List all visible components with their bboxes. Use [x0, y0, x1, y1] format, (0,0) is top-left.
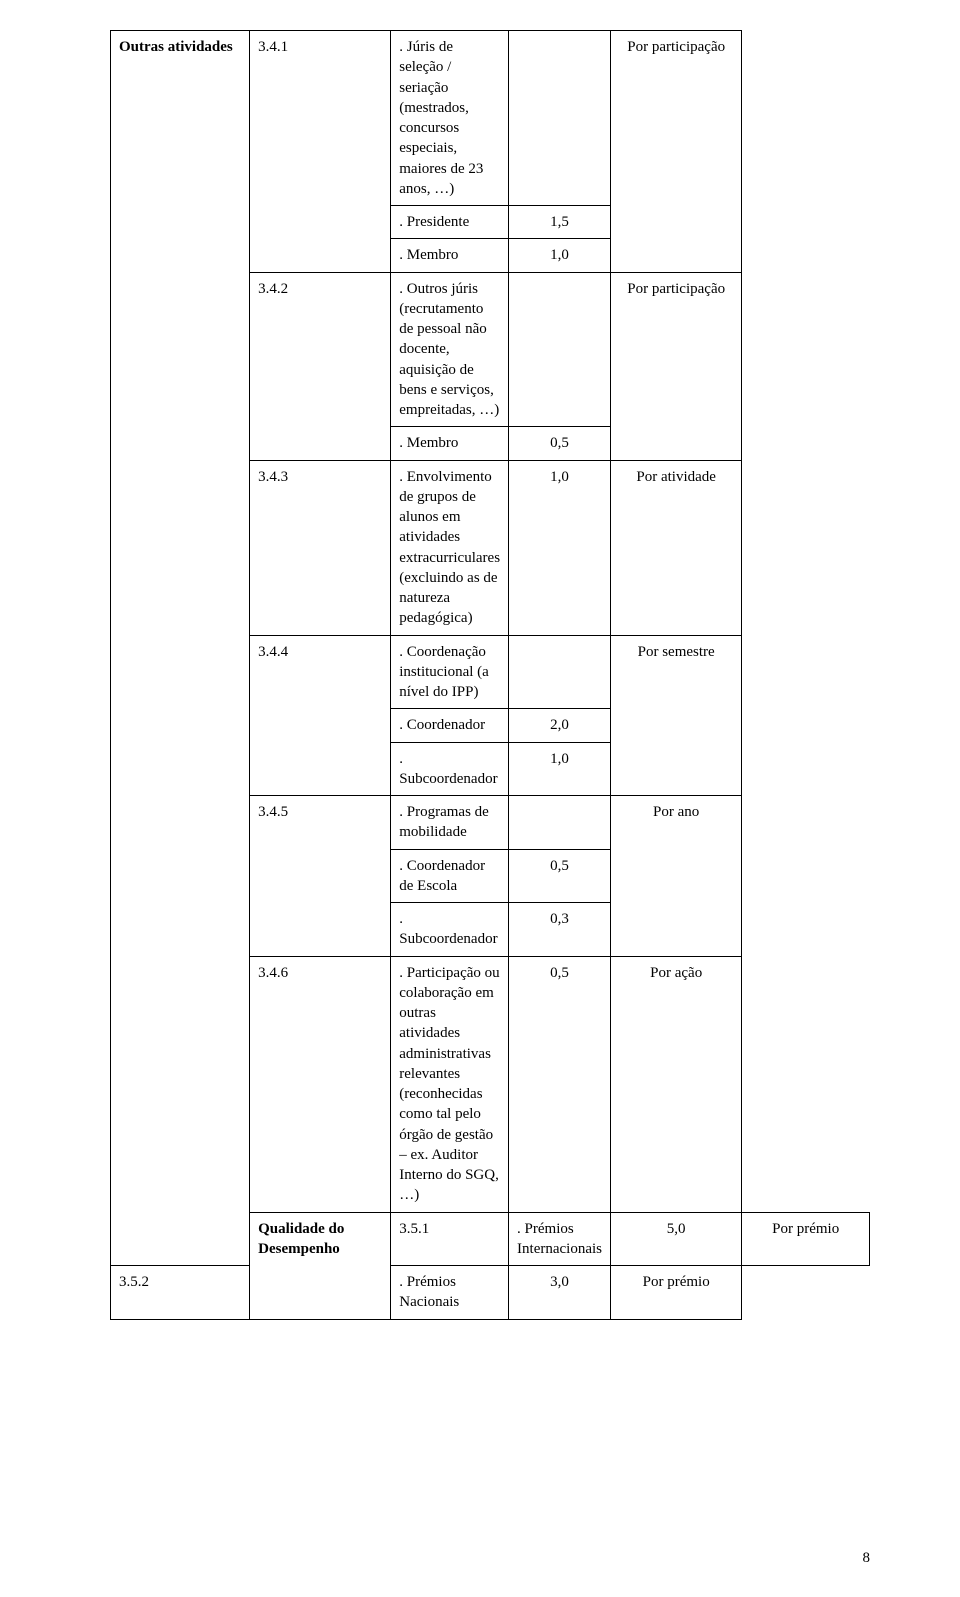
value-cell: 5,0 — [611, 1212, 742, 1266]
per-cell: Por ação — [611, 956, 742, 1212]
per-cell: Por participação — [611, 31, 742, 273]
subrow-label: . Subcoordenador — [391, 903, 509, 957]
desc-cell: . Envolvimento de grupos de alunos em at… — [391, 460, 509, 635]
criteria-table: Outras atividades 3.4.1 . Júris de seleç… — [110, 30, 870, 1320]
per-cell: Por ano — [611, 796, 742, 957]
group-cell-outras-atividades: Outras atividades — [111, 31, 250, 1266]
table-row: Outras atividades 3.4.1 . Júris de seleç… — [111, 31, 870, 206]
value-cell: 1,0 — [509, 460, 611, 635]
subrow-label: . Coordenador — [391, 709, 509, 742]
group-cell-qualidade-desempenho: Qualidade do Desempenho — [250, 1212, 391, 1319]
desc-cell: . Programas de mobilidade — [391, 796, 509, 850]
value-cell — [509, 31, 611, 206]
per-cell: Por participação — [611, 272, 742, 460]
desc-cell: . Júris de seleção / seriação (mestrados… — [391, 31, 509, 206]
subrow-label: . Membro — [391, 239, 509, 272]
value-cell: 1,0 — [509, 239, 611, 272]
per-cell: Por prémio — [742, 1212, 870, 1266]
page-number: 8 — [863, 1550, 871, 1567]
value-cell: 0,5 — [509, 849, 611, 903]
value-cell — [509, 635, 611, 709]
code-cell: 3.4.6 — [250, 956, 391, 1212]
desc-cell: . Prémios Nacionais — [391, 1266, 509, 1320]
subrow-label: . Membro — [391, 427, 509, 460]
subrow-label: . Presidente — [391, 206, 509, 239]
page: Outras atividades 3.4.1 . Júris de seleç… — [0, 0, 960, 1597]
value-cell — [509, 796, 611, 850]
code-cell: 3.5.2 — [111, 1266, 250, 1320]
subrow-label: . Coordenador de Escola — [391, 849, 509, 903]
value-cell: 3,0 — [509, 1266, 611, 1320]
value-cell: 1,0 — [509, 742, 611, 796]
code-cell: 3.4.2 — [250, 272, 391, 460]
desc-cell: . Outros júris (recrutamento de pessoal … — [391, 272, 509, 427]
code-cell: 3.4.4 — [250, 635, 391, 796]
code-cell: 3.4.1 — [250, 31, 391, 273]
table-row: 3.5.2 . Prémios Nacionais 3,0 Por prémio — [111, 1266, 870, 1320]
subrow-label: . Subcoordenador — [391, 742, 509, 796]
per-cell: Por semestre — [611, 635, 742, 796]
desc-cell: . Prémios Internacionais — [509, 1212, 611, 1266]
value-cell: 2,0 — [509, 709, 611, 742]
desc-cell: . Participação ou colaboração em outras … — [391, 956, 509, 1212]
value-cell — [509, 272, 611, 427]
value-cell: 0,3 — [509, 903, 611, 957]
desc-cell: . Coordenação institucional (a nível do … — [391, 635, 509, 709]
code-cell: 3.4.5 — [250, 796, 391, 957]
value-cell: 1,5 — [509, 206, 611, 239]
value-cell: 0,5 — [509, 427, 611, 460]
per-cell: Por atividade — [611, 460, 742, 635]
code-cell: 3.4.3 — [250, 460, 391, 635]
value-cell: 0,5 — [509, 956, 611, 1212]
code-cell: 3.5.1 — [391, 1212, 509, 1266]
per-cell: Por prémio — [611, 1266, 742, 1320]
